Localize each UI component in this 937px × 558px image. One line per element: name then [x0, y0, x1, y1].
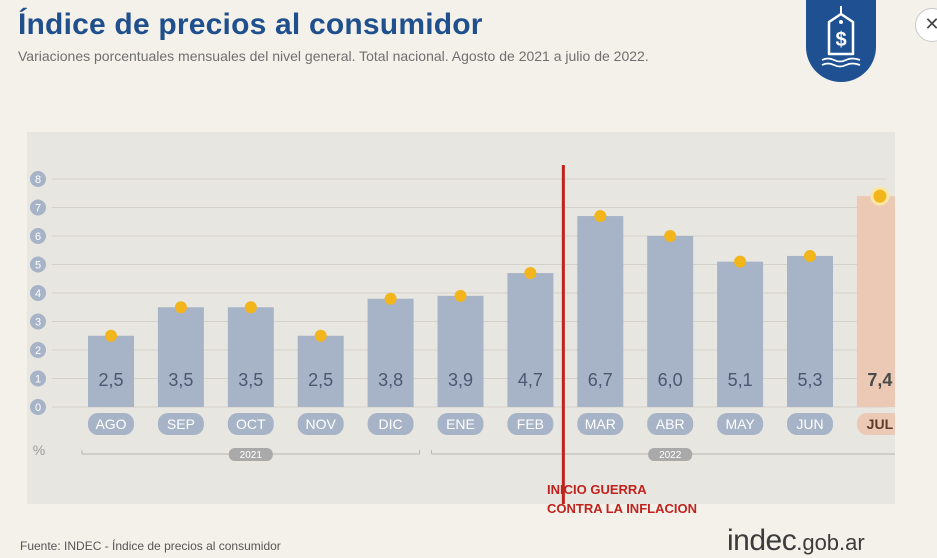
bar-may	[717, 261, 764, 407]
bar-feb	[507, 273, 554, 407]
value-label-may: 5,1	[728, 370, 753, 390]
category-label-feb: FEB	[517, 416, 544, 432]
value-label-ene: 3,9	[448, 370, 473, 390]
y-tick-label-2: 2	[35, 345, 41, 357]
category-box-feb	[507, 413, 554, 435]
category-label-sep: SEP	[167, 416, 195, 432]
category-box-jul	[856, 413, 895, 435]
value-label-sep: 3,5	[168, 370, 193, 390]
svg-text:$: $	[835, 29, 846, 51]
y-tick-badge-0	[30, 399, 46, 415]
source-note: Fuente: INDEC - Índice de precios al con…	[20, 539, 281, 553]
y-tick-label-5: 5	[35, 260, 41, 272]
bar-ago	[88, 335, 134, 407]
category-label-abr: ABR	[656, 416, 685, 432]
category-label-jun: JUN	[796, 416, 823, 432]
category-label-may: MAY	[725, 416, 755, 432]
y-tick-label-3: 3	[35, 317, 41, 329]
bar-dic	[367, 298, 414, 407]
category-label-jul: JUL	[867, 416, 894, 432]
y-tick-badge-3	[30, 313, 46, 330]
close-button[interactable]: ✕	[915, 8, 937, 42]
dot-nov	[314, 329, 327, 342]
category-label-dic: DIC	[379, 416, 403, 432]
y-tick-badge-1	[30, 370, 46, 387]
bar-oct	[227, 307, 274, 407]
dot-sep	[174, 301, 187, 314]
category-box-sep	[157, 413, 204, 435]
year-label-2022: 2022	[659, 450, 682, 461]
year-pill-2021	[228, 448, 273, 461]
value-label-oct: 3,5	[238, 370, 263, 390]
category-label-ene: ENE	[446, 416, 475, 432]
y-tick-label-1: 1	[35, 374, 41, 386]
dot-oct	[244, 301, 257, 314]
y-tick-badge-5	[30, 256, 46, 273]
category-box-abr	[647, 413, 694, 435]
dot-abr	[664, 230, 677, 242]
value-label-nov: 2,5	[308, 370, 333, 390]
category-box-may	[717, 413, 764, 435]
y-unit-label: %	[33, 442, 45, 458]
y-tick-label-4: 4	[35, 288, 41, 300]
category-box-dic	[367, 413, 414, 435]
value-label-abr: 6,0	[658, 370, 683, 390]
indec-brand: indec.gob.ar	[727, 524, 865, 558]
bar-jun	[787, 255, 833, 407]
year-pill-2022	[648, 448, 693, 461]
category-box-ago	[88, 413, 134, 435]
category-box-nov	[297, 413, 344, 435]
war-on-inflation-annotation: INICIO GUERRA CONTRA LA INFLACION	[547, 480, 697, 518]
chart-svg: 0 1 2 3 4 5 6 7 8% 2,5 AGO 3,5 SEP 3,5 OCT 2,5 NOV 3,8 DIC…	[30, 165, 895, 504]
category-label-mar: MAR	[585, 416, 616, 432]
bar-jul	[856, 196, 895, 407]
category-box-jun	[787, 413, 833, 435]
category-box-mar	[577, 413, 624, 435]
dot-dic	[384, 292, 397, 305]
y-tick-badge-6	[30, 228, 46, 244]
dot-jul	[870, 186, 890, 206]
dot-feb	[524, 267, 537, 280]
page-subtitle: Variaciones porcentuales mensuales del n…	[18, 48, 649, 64]
category-label-nov: NOV	[306, 416, 337, 432]
y-tick-badge-7	[30, 199, 46, 216]
price-tag-dollar-icon: $	[821, 6, 861, 68]
y-tick-badge-4	[30, 285, 46, 301]
bar-sep	[157, 307, 204, 407]
year-label-2021: 2021	[240, 450, 263, 461]
brand-main: indec	[727, 524, 797, 557]
category-label-oct: OCT	[236, 416, 266, 432]
dot-ago	[105, 329, 117, 342]
y-tick-label-6: 6	[35, 231, 41, 243]
value-label-jul: 7,4	[867, 370, 892, 390]
page-title: Índice de precios al consumidor	[18, 8, 483, 41]
bar-mar	[577, 216, 624, 407]
annotation-line-1: INICIO GUERRA	[547, 482, 647, 497]
dot-ene	[454, 289, 467, 302]
chart-panel: 0 1 2 3 4 5 6 7 8% 2,5 AGO 3,5 SEP 3,5 OCT 2,5 NOV 3,8 DIC…	[27, 132, 895, 504]
bar-nov	[297, 335, 344, 407]
annotation-line-2: CONTRA LA INFLACION	[547, 501, 697, 516]
category-box-ene	[437, 413, 484, 435]
y-tick-badge-2	[30, 342, 46, 358]
value-label-feb: 4,7	[518, 370, 543, 390]
y-tick-label-8: 8	[35, 174, 41, 186]
value-label-dic: 3,8	[378, 370, 403, 390]
bar-ene	[437, 295, 484, 407]
y-tick-label-7: 7	[35, 203, 41, 215]
dot-jun	[804, 249, 816, 262]
y-tick-label-0: 0	[35, 402, 41, 414]
dot-mar	[594, 210, 607, 223]
bar-abr	[647, 236, 694, 407]
dot-may	[734, 255, 747, 268]
brand-suffix: .gob.ar	[796, 530, 865, 555]
category-box-oct	[227, 413, 274, 435]
y-tick-badge-8	[30, 171, 46, 187]
value-label-ago: 2,5	[98, 370, 123, 390]
indec-logo-badge: $	[806, 0, 876, 82]
category-label-ago: AGO	[95, 416, 126, 432]
value-label-mar: 6,7	[588, 370, 613, 390]
value-label-jun: 5,3	[797, 370, 822, 390]
